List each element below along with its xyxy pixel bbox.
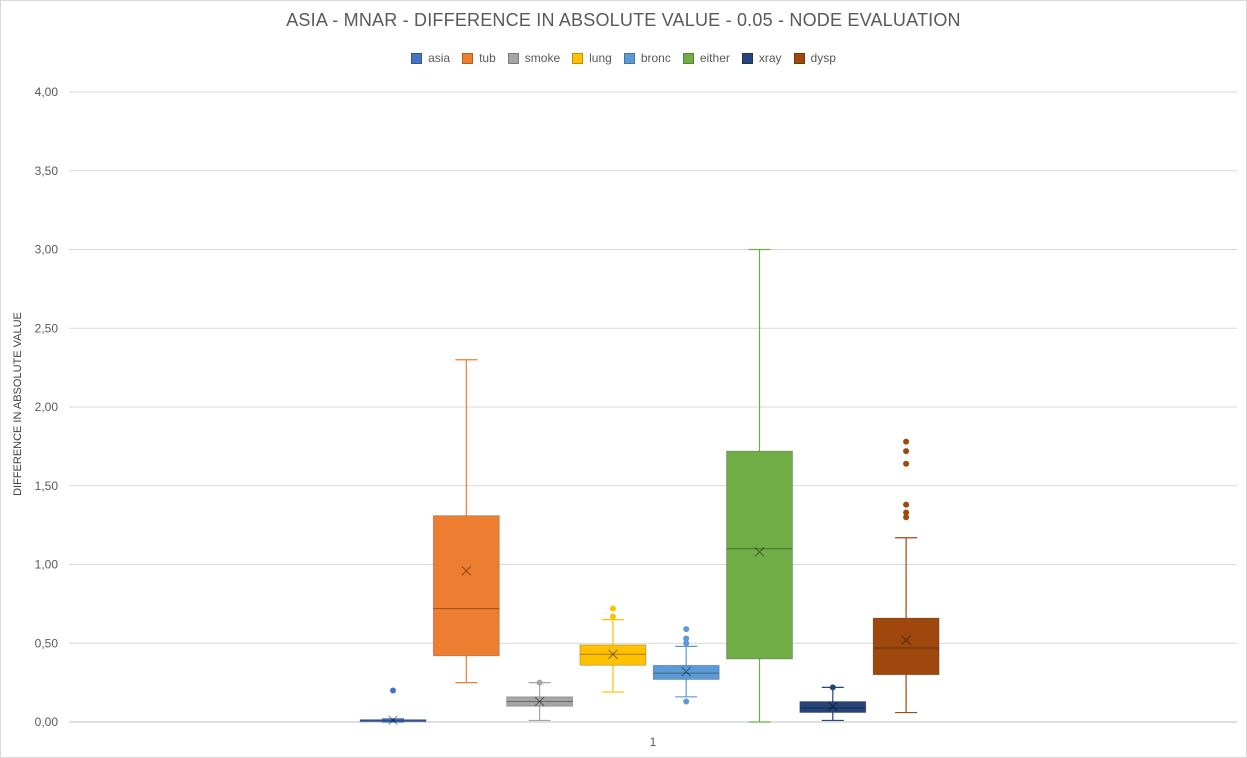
mean-marker-tub <box>461 565 472 576</box>
legend-item-smoke: smoke <box>507 51 561 65</box>
box-either <box>726 248 793 723</box>
box-asia <box>359 687 427 725</box>
chart-title: ASIA - MNAR - DIFFERENCE IN ABSOLUTE VAL… <box>286 10 961 30</box>
outlier-point-asia <box>390 687 396 694</box>
legend-swatch-lung <box>572 52 584 64</box>
box-smoke <box>506 679 574 722</box>
legend-label-tub: tub <box>479 51 496 65</box>
legend-swatch-xray <box>741 52 753 64</box>
mean-marker-asia <box>388 715 398 725</box>
x-tick-label: 1 <box>650 735 657 749</box>
outlier-point-xray <box>829 684 836 691</box>
box-body-smoke <box>506 696 574 707</box>
mean-marker-bronc <box>681 666 692 677</box>
box-dysp <box>872 438 940 714</box>
outlier-point-lung <box>609 613 616 620</box>
legend-label-xray: xray <box>758 51 782 65</box>
y-tick-label: 1,50 <box>35 479 59 493</box>
outlier-point-dysp <box>903 509 910 516</box>
legend-label-dysp: dysp <box>810 51 836 65</box>
legend-item-xray: xray <box>741 51 782 65</box>
legend-label-asia: asia <box>428 51 451 65</box>
mean-marker-smoke <box>534 696 545 707</box>
y-tick-label: 1,00 <box>35 558 59 572</box>
box-body-tub <box>432 515 500 657</box>
mean-marker-lung <box>608 649 618 660</box>
mean-marker-xray <box>827 701 838 712</box>
box-xray <box>799 684 867 722</box>
legend-label-lung: lung <box>589 51 612 65</box>
legend-label-bronc: bronc <box>640 51 671 65</box>
outlier-point-bronc <box>683 635 690 642</box>
legend-swatch-bronc <box>623 52 635 64</box>
y-tick-label: 2,50 <box>35 321 59 335</box>
legend-item-lung: lung <box>572 51 612 65</box>
y-tick-label: 4,00 <box>35 85 59 99</box>
mean-marker-either <box>754 547 765 557</box>
legend-swatch-smoke <box>507 52 519 64</box>
legend-label-smoke: smoke <box>524 51 561 65</box>
outlier-point-smoke <box>536 679 543 686</box>
legend-swatch-either <box>682 52 694 64</box>
y-tick-label: 3,50 <box>35 164 59 178</box>
y-tick-label: 0,50 <box>35 636 59 650</box>
box-body-bronc <box>652 664 720 680</box>
box-body-either <box>726 450 793 660</box>
outlier-point-bronc <box>683 698 690 705</box>
outlier-point-bronc <box>683 640 690 647</box>
box-lung <box>579 605 647 693</box>
box-bronc <box>652 626 720 705</box>
legend-swatch-tub <box>462 52 474 64</box>
y-tick-label: 3,00 <box>35 243 59 257</box>
outlier-point-dysp <box>903 460 910 467</box>
legend-item-tub: tub <box>462 51 496 65</box>
box-body-dysp <box>872 617 940 676</box>
legend-swatch-dysp <box>793 52 805 64</box>
y-tick-label: 0,00 <box>35 715 59 729</box>
box-body-lung <box>579 644 647 666</box>
legend-item-dysp: dysp <box>793 51 836 65</box>
outlier-point-dysp <box>903 501 910 508</box>
legend-item-asia: asia <box>411 51 450 65</box>
legend-item-bronc: bronc <box>623 51 671 65</box>
box-body-asia <box>359 719 427 723</box>
legend-item-either: either <box>682 51 730 65</box>
mean-marker-dysp <box>901 635 911 645</box>
outlier-point-dysp <box>903 448 910 455</box>
box-body-xray <box>799 701 867 713</box>
legend-label-either: either <box>699 51 730 65</box>
outlier-point-lung <box>609 605 616 612</box>
outlier-point-dysp <box>903 514 910 521</box>
y-tick-label: 2,00 <box>35 400 59 414</box>
outlier-point-bronc <box>683 626 690 633</box>
legend-swatch-asia <box>411 52 423 64</box>
outlier-point-dysp <box>903 438 910 445</box>
legend: asia tub smoke lung bronc either xray dysp <box>0 51 1247 65</box>
box-tub <box>432 359 500 684</box>
